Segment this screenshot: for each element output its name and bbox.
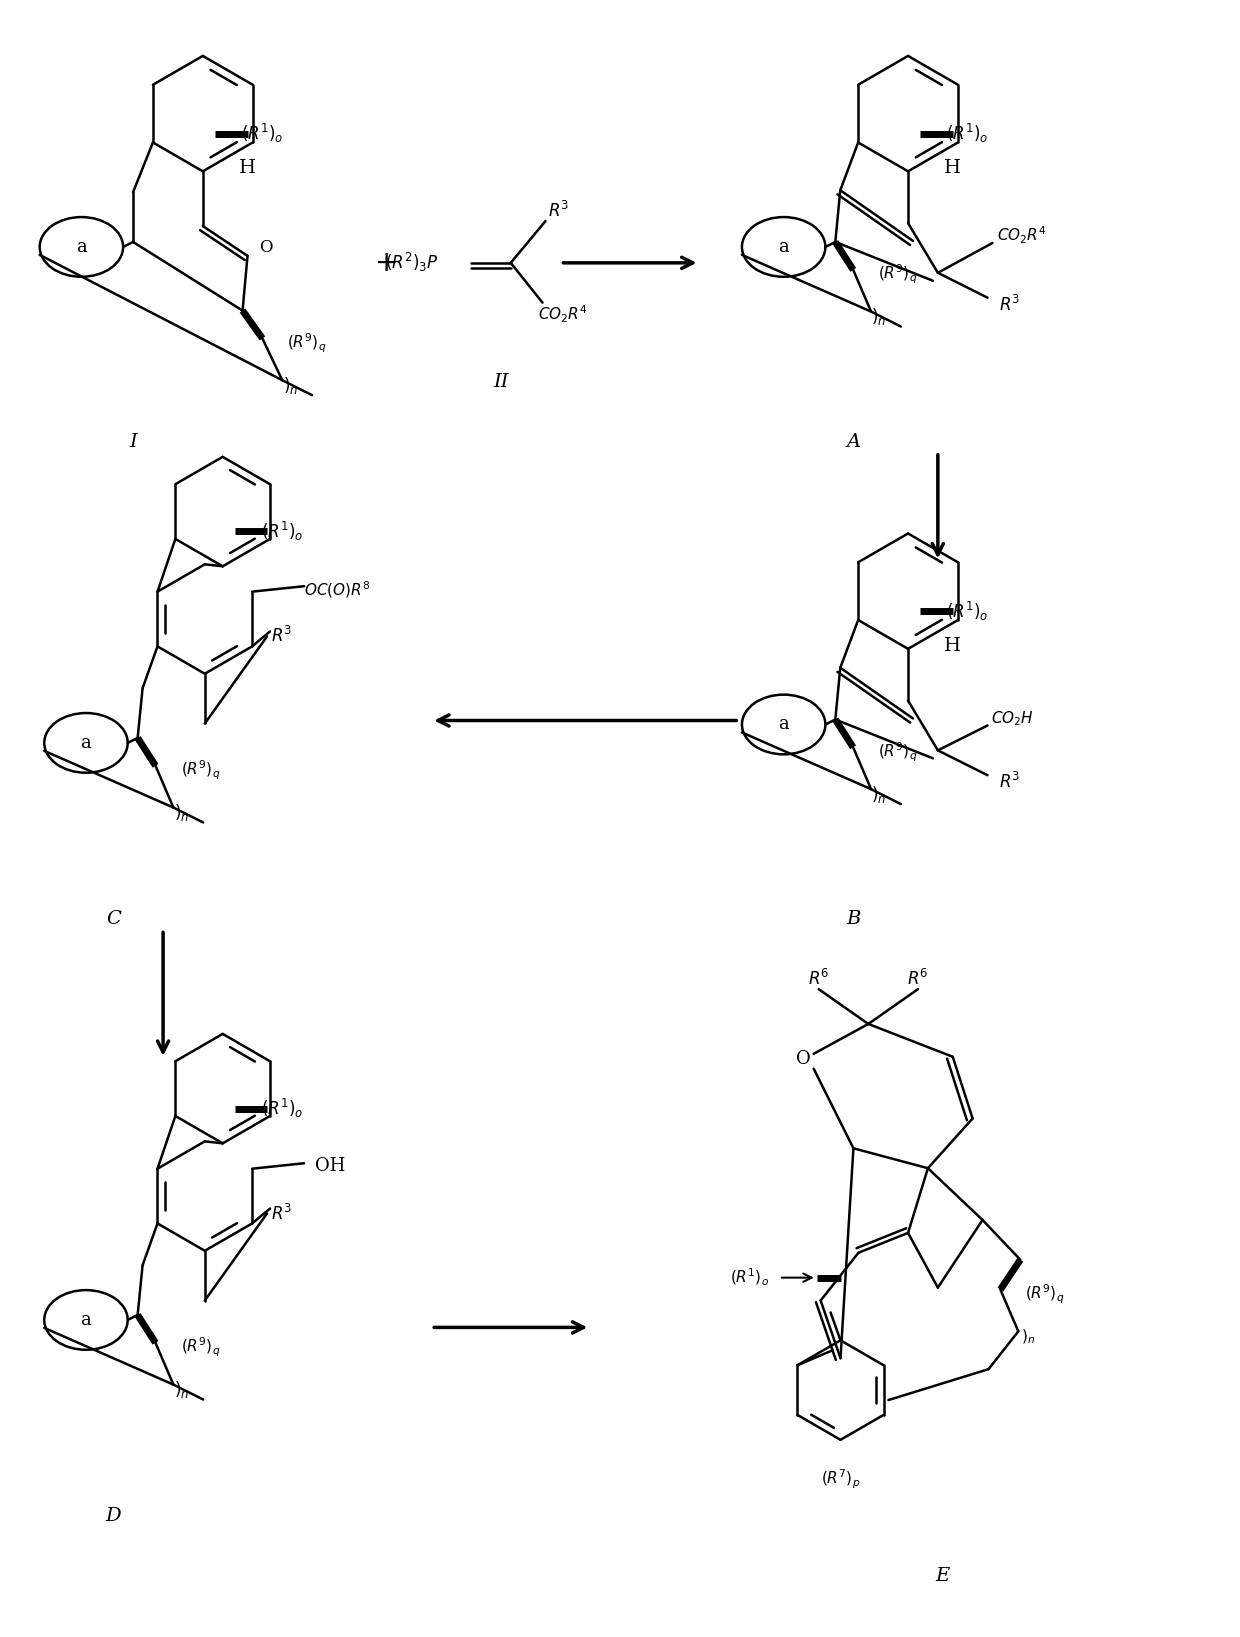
Text: $(R^1)_o$: $(R^1)_o$ bbox=[946, 599, 988, 622]
Text: $R^3$: $R^3$ bbox=[998, 295, 1021, 314]
Text: $(R^1)_o$: $(R^1)_o$ bbox=[262, 1097, 304, 1120]
Text: II: II bbox=[494, 373, 508, 391]
Text: $(R^1)_o$: $(R^1)_o$ bbox=[242, 121, 284, 146]
Text: a: a bbox=[779, 237, 789, 255]
Text: $(R^9)_q$: $(R^9)_q$ bbox=[1025, 1283, 1065, 1306]
Text: I: I bbox=[129, 432, 138, 450]
Text: $(R^9)_q$: $(R^9)_q$ bbox=[878, 264, 918, 286]
Text: $)_n$: $)_n$ bbox=[174, 802, 188, 823]
Text: $CO_2R^4$: $CO_2R^4$ bbox=[537, 304, 588, 326]
Text: $R^3$: $R^3$ bbox=[272, 627, 293, 647]
Text: a: a bbox=[76, 237, 87, 255]
Text: $(R^1)_o$: $(R^1)_o$ bbox=[730, 1267, 769, 1288]
Text: a: a bbox=[81, 1311, 92, 1329]
Text: C: C bbox=[105, 910, 120, 928]
Text: $R^6$: $R^6$ bbox=[908, 969, 929, 989]
Text: $(R^9)_q$: $(R^9)_q$ bbox=[878, 740, 918, 764]
Text: H: H bbox=[944, 159, 961, 177]
Text: $)_n$: $)_n$ bbox=[174, 1378, 188, 1400]
Text: $(R^1)_o$: $(R^1)_o$ bbox=[262, 521, 304, 543]
Text: +: + bbox=[374, 249, 398, 277]
Text: $R^3$: $R^3$ bbox=[548, 201, 569, 221]
Text: $)_n$: $)_n$ bbox=[283, 375, 298, 396]
Text: $)_n$: $)_n$ bbox=[872, 306, 887, 327]
Text: OH: OH bbox=[315, 1157, 345, 1175]
Text: H: H bbox=[944, 637, 961, 655]
Text: $R^3$: $R^3$ bbox=[272, 1203, 293, 1223]
Text: E: E bbox=[936, 1567, 950, 1585]
Text: $R^6$: $R^6$ bbox=[808, 969, 830, 989]
Text: $R^3$: $R^3$ bbox=[998, 773, 1021, 792]
Text: $OC(O)R^8$: $OC(O)R^8$ bbox=[304, 579, 370, 599]
Text: $CO_2R^4$: $CO_2R^4$ bbox=[997, 224, 1047, 246]
Text: O: O bbox=[259, 239, 272, 257]
Text: $)_n$: $)_n$ bbox=[1022, 1328, 1035, 1346]
Text: a: a bbox=[81, 733, 92, 751]
Text: D: D bbox=[105, 1508, 122, 1526]
Text: B: B bbox=[846, 910, 861, 928]
Text: H: H bbox=[239, 159, 255, 177]
Text: a: a bbox=[779, 715, 789, 733]
Text: $(R^2)_3P$: $(R^2)_3P$ bbox=[384, 252, 438, 275]
Text: $)_n$: $)_n$ bbox=[872, 784, 887, 805]
Text: $(R^9)_q$: $(R^9)_q$ bbox=[181, 1336, 219, 1359]
Text: $(R^1)_o$: $(R^1)_o$ bbox=[946, 121, 988, 146]
Text: $CO_2H$: $CO_2H$ bbox=[991, 709, 1034, 728]
Text: $(R^9)_q$: $(R^9)_q$ bbox=[181, 760, 219, 782]
Text: A: A bbox=[847, 432, 861, 450]
Text: O: O bbox=[796, 1049, 811, 1067]
Text: $(R^9)_q$: $(R^9)_q$ bbox=[288, 332, 327, 355]
Text: $(R^7)_p$: $(R^7)_p$ bbox=[821, 1468, 861, 1491]
